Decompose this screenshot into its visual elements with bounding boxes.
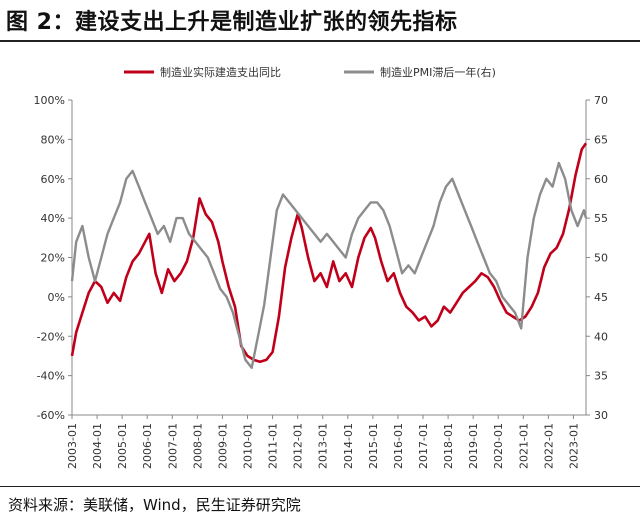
x-axis-tick-label: 2007-01 bbox=[166, 423, 179, 469]
left-axis-tick-label: 100% bbox=[34, 94, 65, 107]
right-axis-tick-label: 40 bbox=[594, 330, 608, 343]
legend-label-2: 制造业PMI滞后一年(右) bbox=[380, 65, 496, 79]
right-axis-tick-label: 35 bbox=[594, 370, 608, 383]
right-axis-tick-label: 70 bbox=[594, 94, 608, 107]
source-rule bbox=[0, 486, 640, 487]
x-axis-tick-label: 2005-01 bbox=[116, 423, 129, 469]
x-axis-tick-label: 2009-01 bbox=[216, 423, 229, 469]
right-axis-tick-label: 50 bbox=[594, 252, 608, 265]
x-axis-tick-label: 2008-01 bbox=[191, 423, 204, 469]
x-axis-tick-label: 2020-01 bbox=[492, 423, 505, 469]
left-axis-tick-label: 80% bbox=[41, 133, 65, 146]
dual-axis-line-chart: -60% -40% -20% 0% 20% 40% 60% 80% 100% 30 35 40 45 50… bbox=[34, 65, 608, 469]
left-axis-tick-label: -40% bbox=[37, 370, 65, 383]
title-rule bbox=[0, 40, 640, 42]
x-axis-tick-label: 2013-01 bbox=[317, 423, 330, 469]
right-axis-tick-label: 30 bbox=[594, 409, 608, 422]
x-axis-tick-label: 2022-01 bbox=[542, 423, 555, 469]
x-axis-tick-label: 2006-01 bbox=[141, 423, 154, 469]
left-axis-tick-label: 60% bbox=[41, 173, 65, 186]
x-axis-tick-label: 2014-01 bbox=[342, 423, 355, 469]
left-axis-tick-label: -60% bbox=[37, 409, 65, 422]
legend-label-1: 制造业实际建造支出同比 bbox=[160, 65, 281, 79]
x-axis-tick-label: 2004-01 bbox=[91, 423, 104, 469]
x-axis-tick-label: 2003-01 bbox=[66, 423, 79, 469]
right-axis-tick-label: 55 bbox=[594, 212, 608, 225]
x-axis-tick-label: 2023-01 bbox=[567, 423, 580, 469]
left-axis-tick-label: 40% bbox=[41, 212, 65, 225]
x-axis-tick-label: 2011-01 bbox=[267, 423, 280, 469]
x-axis-tick-label: 2015-01 bbox=[367, 423, 380, 469]
x-axis-tick-label: 2021-01 bbox=[517, 423, 530, 469]
left-axis-tick-label: 20% bbox=[41, 252, 65, 265]
x-axis-tick-label: 2019-01 bbox=[467, 423, 480, 469]
x-axis-tick-label: 2017-01 bbox=[417, 423, 430, 469]
series-line-1 bbox=[70, 142, 588, 364]
x-axis-tick-label: 2012-01 bbox=[292, 423, 305, 469]
right-axis-tick-label: 45 bbox=[594, 291, 608, 304]
x-axis-tick-label: 2010-01 bbox=[242, 423, 255, 469]
right-axis-tick-label: 65 bbox=[594, 133, 608, 146]
figure-title: 图 2：建设支出上升是制造业扩张的领先指标 bbox=[6, 10, 458, 35]
left-axis-tick-label: 0% bbox=[48, 291, 65, 304]
x-axis-tick-label: 2018-01 bbox=[442, 423, 455, 469]
series-line-2 bbox=[70, 161, 588, 369]
source-note: 资料来源：美联储，Wind，民生证券研究院 bbox=[8, 496, 301, 514]
x-axis-tick-label: 2016-01 bbox=[392, 423, 405, 469]
right-axis-tick-label: 60 bbox=[594, 173, 608, 186]
left-axis-tick-label: -20% bbox=[37, 330, 65, 343]
